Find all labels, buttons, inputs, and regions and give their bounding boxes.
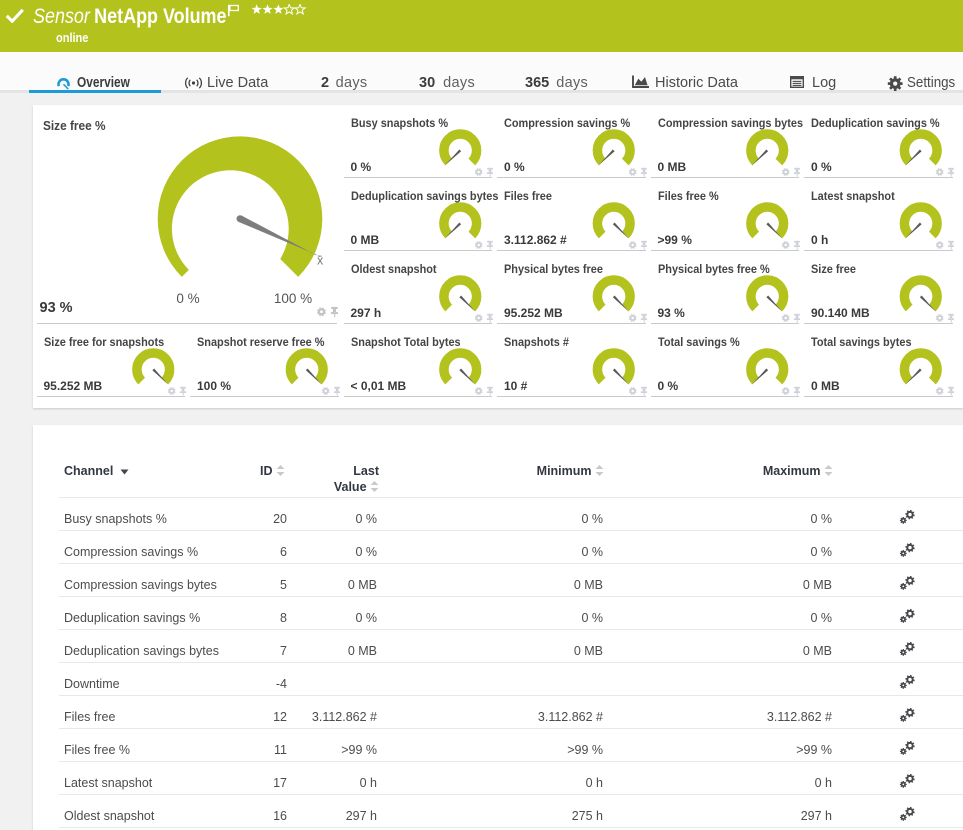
svg-text:x̄: x̄ — [317, 254, 324, 268]
